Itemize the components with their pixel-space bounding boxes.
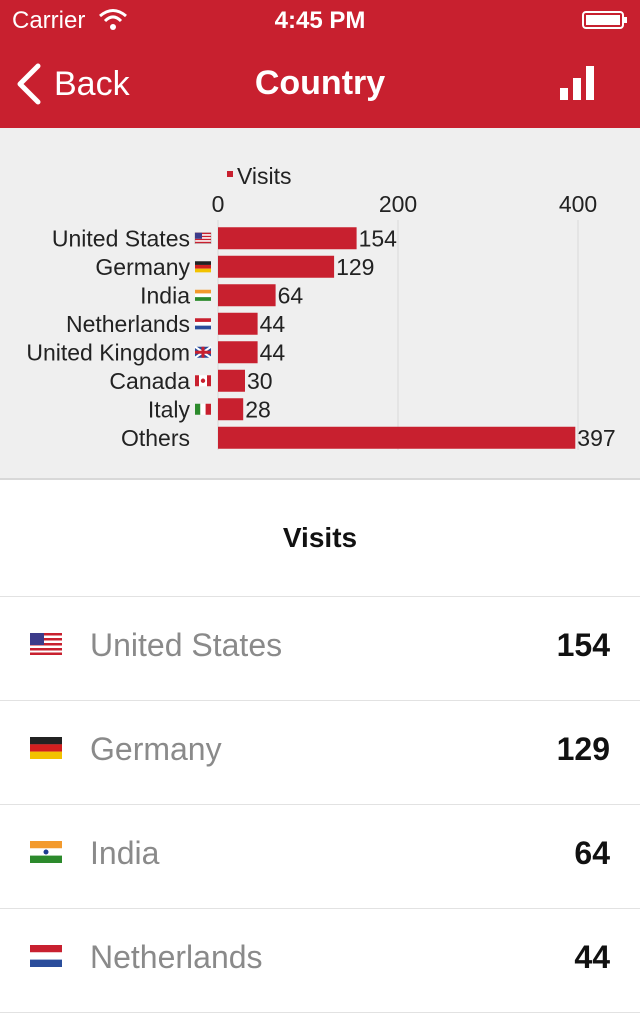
y-category-label: Canada bbox=[109, 368, 190, 394]
country-name: Germany bbox=[90, 731, 222, 767]
table-row[interactable]: India 64 bbox=[0, 805, 640, 909]
bar-value-label: 154 bbox=[359, 225, 398, 251]
flag-stripe bbox=[195, 241, 211, 244]
wifi-icon bbox=[99, 9, 127, 30]
flag-stripe bbox=[195, 238, 211, 241]
visits-bar-chart: Visits 0 200 400 United States 154 Germany 129 I… bbox=[26, 163, 615, 451]
bar-value-label: 397 bbox=[577, 425, 615, 451]
bar bbox=[218, 369, 245, 392]
y-category-label: Netherlands bbox=[66, 311, 190, 337]
us-flag-icon bbox=[30, 633, 62, 655]
flag-stripe bbox=[200, 403, 206, 415]
it-flag-icon bbox=[195, 403, 201, 415]
flag-stripe bbox=[195, 350, 211, 354]
y-category-label: Germany bbox=[95, 254, 190, 280]
nl-flag-icon bbox=[195, 318, 211, 322]
in-flag-icon bbox=[30, 841, 62, 863]
flag-stripe bbox=[195, 375, 199, 387]
table-row[interactable]: Netherlands 44 bbox=[0, 909, 640, 1013]
y-category-label: Others bbox=[121, 425, 190, 451]
x-tick-label: 200 bbox=[379, 191, 417, 217]
de-flag-icon bbox=[195, 261, 211, 265]
country-name: United States bbox=[90, 627, 283, 663]
flag-stripe bbox=[195, 297, 211, 301]
legend-swatch bbox=[227, 171, 233, 177]
flag-stripe bbox=[195, 293, 211, 298]
flag-stripe bbox=[205, 403, 211, 415]
country-name: India bbox=[90, 835, 160, 871]
visit-count: 64 bbox=[574, 835, 610, 871]
bar-value-label: 64 bbox=[278, 282, 304, 308]
flag-stripe bbox=[195, 235, 211, 238]
bar bbox=[218, 227, 357, 250]
country-list: United States 154 Germany 129 India 64 N… bbox=[0, 597, 640, 1013]
bar-value-label: 28 bbox=[245, 396, 271, 422]
y-category-label: United States bbox=[52, 225, 190, 251]
flag-canton bbox=[195, 232, 202, 239]
bar bbox=[218, 255, 335, 278]
bar bbox=[218, 398, 244, 421]
flag-leaf bbox=[200, 378, 206, 383]
flag-stripe bbox=[195, 321, 211, 326]
section-header: Visits bbox=[0, 480, 640, 597]
clock-label: 4:45 PM bbox=[274, 7, 366, 34]
y-category-label: Italy bbox=[148, 396, 191, 422]
flag-stripe bbox=[195, 264, 211, 269]
page-title: Country bbox=[254, 64, 386, 102]
back-button[interactable]: Back bbox=[16, 62, 130, 106]
flag-stripe bbox=[195, 268, 211, 273]
table-row[interactable]: Germany 129 bbox=[0, 701, 640, 805]
bar-chart-icon[interactable] bbox=[560, 66, 594, 100]
flag-stripe bbox=[207, 375, 211, 387]
x-tick-label: 400 bbox=[559, 191, 597, 217]
bar bbox=[218, 312, 258, 335]
bar bbox=[218, 426, 576, 449]
back-label: Back bbox=[54, 64, 130, 103]
chevron-left-icon bbox=[17, 63, 41, 105]
visit-count: 129 bbox=[556, 731, 610, 767]
country-name: Netherlands bbox=[90, 939, 263, 975]
flag-stripe bbox=[195, 325, 211, 330]
section-title: Visits bbox=[282, 522, 358, 553]
bar bbox=[218, 284, 276, 307]
bar-value-label: 129 bbox=[336, 254, 374, 280]
chart-panel: Visits 0 200 400 United States 154 Germany 129 I… bbox=[0, 128, 640, 480]
status-bar: Carrier 4:45 PM bbox=[0, 0, 640, 40]
y-category-label: India bbox=[140, 282, 190, 308]
x-tick-label: 0 bbox=[212, 191, 225, 217]
visit-count: 154 bbox=[556, 627, 610, 663]
table-row[interactable]: United States 154 bbox=[0, 597, 640, 701]
visit-count: 44 bbox=[574, 939, 610, 975]
nl-flag-icon bbox=[30, 945, 62, 967]
bar bbox=[218, 341, 258, 364]
in-flag-icon bbox=[195, 289, 211, 294]
flag-stripe bbox=[195, 232, 211, 235]
bar-value-label: 30 bbox=[247, 368, 273, 394]
legend-label: Visits bbox=[237, 163, 292, 189]
y-category-label: United Kingdom bbox=[26, 339, 190, 365]
bar-value-label: 44 bbox=[260, 311, 286, 337]
carrier-label: Carrier bbox=[12, 7, 86, 34]
battery-icon bbox=[582, 11, 627, 29]
de-flag-icon bbox=[30, 737, 62, 759]
bar-value-label: 44 bbox=[260, 339, 286, 365]
navigation-bar: Back Country bbox=[0, 40, 640, 128]
